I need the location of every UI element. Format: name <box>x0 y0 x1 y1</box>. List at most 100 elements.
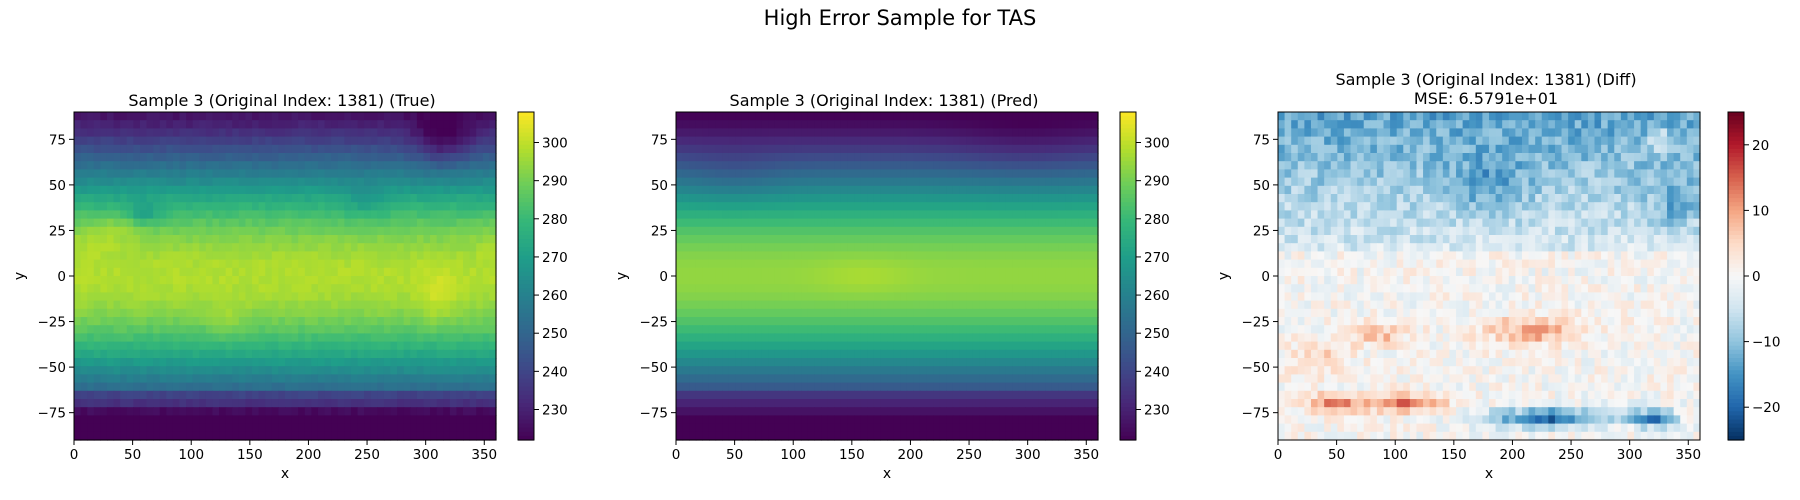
heatmap-cell <box>482 349 490 359</box>
heatmap-cell <box>1051 358 1060 367</box>
heatmap-cell <box>992 341 1000 351</box>
heatmap-cell <box>946 308 954 318</box>
heatmap-cell <box>873 284 881 293</box>
heatmap-cell <box>781 325 789 334</box>
heatmap-cell <box>913 161 921 170</box>
heatmap-cell <box>821 112 829 121</box>
heatmap-cell <box>212 366 220 375</box>
heatmap-cell <box>1051 317 1060 326</box>
heatmap-cell <box>397 120 405 129</box>
heatmap-cell <box>238 349 247 359</box>
heatmap-cell <box>695 300 703 310</box>
heatmap-cell <box>1018 177 1027 187</box>
heatmap-cell <box>139 112 148 121</box>
heatmap-cell <box>774 300 783 310</box>
heatmap-cell <box>344 399 352 408</box>
heatmap-cell <box>1032 226 1040 236</box>
heatmap-cell <box>860 317 868 326</box>
heatmap-cell <box>801 399 809 408</box>
heatmap-cell <box>1038 243 1046 252</box>
heatmap-cell <box>979 185 987 195</box>
heatmap-cell <box>702 235 710 244</box>
heatmap-cell <box>1012 390 1020 400</box>
heatmap-cell <box>317 112 326 121</box>
heatmap-cell <box>999 308 1007 318</box>
heatmap-cell <box>821 243 829 252</box>
heatmap-cell <box>278 415 286 425</box>
heatmap-cell <box>186 407 194 416</box>
heatmap-cell <box>172 399 181 408</box>
heatmap-cell <box>443 251 451 261</box>
colorbar-segment <box>518 148 534 154</box>
heatmap-cell <box>893 185 901 195</box>
heatmap-cell <box>74 161 82 170</box>
heatmap-cell <box>834 194 842 203</box>
heatmap-cell <box>985 341 994 351</box>
heatmap-cell <box>344 276 352 285</box>
heatmap-cell <box>430 423 438 433</box>
heatmap-cell <box>364 177 372 187</box>
heatmap-cell <box>186 112 194 121</box>
heatmap-cell <box>741 317 750 326</box>
heatmap-cell <box>364 407 372 416</box>
heatmap-cell <box>695 235 703 244</box>
heatmap-cell <box>423 431 431 441</box>
heatmap-cell <box>238 120 247 129</box>
heatmap-cell <box>153 218 161 228</box>
heatmap-cell <box>972 399 980 408</box>
heatmap-cell <box>893 333 901 343</box>
heatmap-cell <box>225 292 233 302</box>
heatmap-cell <box>357 308 365 318</box>
heatmap-cell <box>106 407 115 416</box>
heatmap-cell <box>430 317 438 326</box>
heatmap-cell <box>285 218 293 228</box>
heatmap-cell <box>689 333 697 343</box>
heatmap-cell <box>364 431 372 441</box>
heatmap-cell <box>1078 317 1086 326</box>
heatmap-cell <box>423 276 431 285</box>
heatmap-cell <box>482 243 490 252</box>
heatmap-cell <box>972 177 980 187</box>
heatmap-cell <box>985 251 994 261</box>
heatmap-cell <box>867 390 875 400</box>
heatmap-cell <box>463 399 471 408</box>
heatmap-cell <box>74 259 82 269</box>
heatmap-cell <box>1005 136 1013 146</box>
heatmap-cell <box>933 235 941 244</box>
heatmap-cell <box>814 136 822 146</box>
heatmap-cell <box>1084 136 1092 146</box>
heatmap-cell <box>126 243 134 252</box>
heatmap-cell <box>469 185 477 195</box>
heatmap-cell <box>278 112 286 121</box>
heatmap-cell <box>463 161 471 170</box>
heatmap-cell <box>1018 136 1027 146</box>
heatmap-cell <box>926 185 934 195</box>
heatmap-cell <box>1051 243 1060 252</box>
heatmap-cell <box>1005 325 1013 334</box>
heatmap-cell <box>146 423 154 433</box>
heatmap-cell <box>708 259 717 269</box>
heatmap-cell <box>1091 267 1099 277</box>
heatmap-cell <box>893 300 901 310</box>
heatmap-cell <box>252 276 260 285</box>
heatmap-cell <box>761 366 769 375</box>
heatmap-cell <box>1038 366 1046 375</box>
heatmap-cell <box>153 136 161 146</box>
colorbar-segment <box>518 288 534 293</box>
heatmap-cell <box>985 390 994 400</box>
heatmap-cell <box>126 235 134 244</box>
heatmap-cell <box>285 341 293 351</box>
heatmap-cell <box>278 177 286 187</box>
heatmap-cell <box>423 243 431 252</box>
heatmap-cell <box>860 267 868 277</box>
heatmap-cell <box>939 341 947 351</box>
heatmap-cell <box>271 431 279 441</box>
heatmap-cell <box>979 136 987 146</box>
heatmap-cell <box>966 226 974 236</box>
heatmap-cell <box>120 161 128 170</box>
heatmap-cell <box>416 235 425 244</box>
heatmap-cell <box>113 169 121 179</box>
heatmap-cell <box>1045 366 1053 375</box>
heatmap-cell <box>702 317 710 326</box>
heatmap-cell <box>357 325 365 334</box>
